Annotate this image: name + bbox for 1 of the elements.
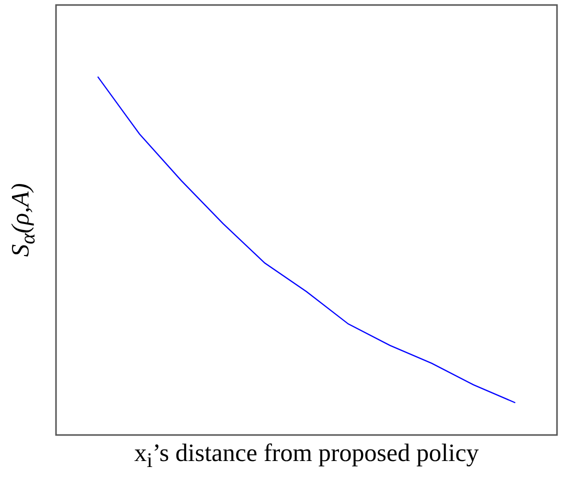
x-axis-title: x$_{i}$’s distance from proposed policy xyxy=(133,440,480,473)
